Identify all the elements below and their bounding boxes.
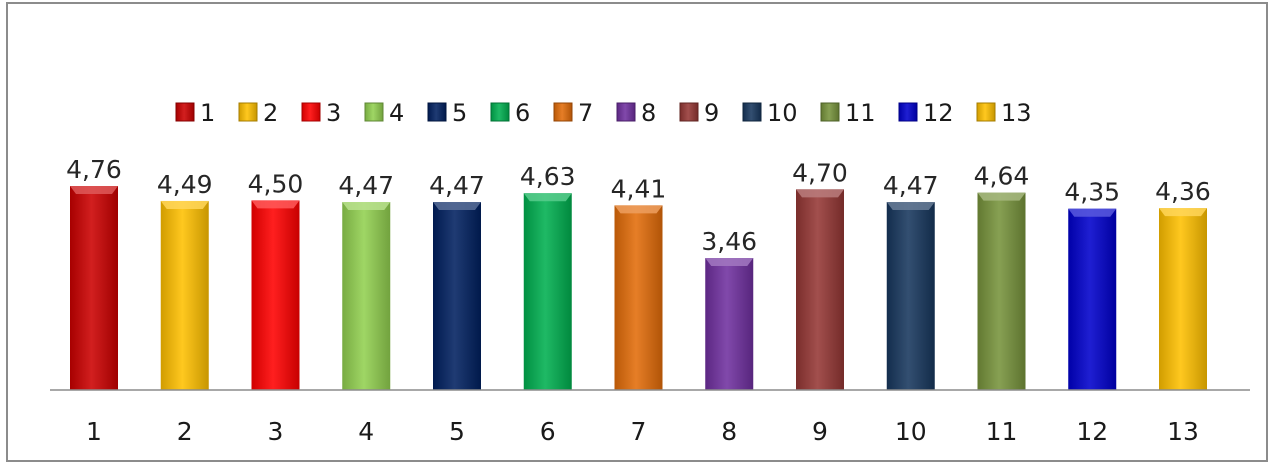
legend-swatch bbox=[553, 102, 573, 122]
legend-swatch bbox=[238, 102, 258, 122]
legend-label: 9 bbox=[704, 99, 719, 127]
bar-top-bevel bbox=[251, 200, 300, 209]
bar bbox=[251, 200, 300, 390]
legend-swatch bbox=[679, 102, 699, 122]
bar bbox=[160, 200, 209, 390]
legend-label: 3 bbox=[326, 99, 341, 127]
bar bbox=[796, 189, 844, 390]
bar-top-bevel bbox=[614, 205, 663, 214]
legend-label: 5 bbox=[452, 99, 467, 127]
legend-label: 6 bbox=[515, 99, 530, 127]
legend-swatch bbox=[616, 102, 636, 122]
bar-top-bevel bbox=[523, 193, 572, 202]
data-label: 4,70 bbox=[792, 158, 848, 187]
legend-swatch bbox=[490, 102, 510, 122]
bar bbox=[433, 202, 481, 390]
legend-label: 11 bbox=[845, 99, 876, 127]
legend-item: 11 bbox=[820, 99, 876, 127]
data-label: 4,50 bbox=[248, 169, 304, 198]
legend-label: 12 bbox=[923, 99, 954, 127]
legend-swatch bbox=[898, 102, 918, 122]
x-tick-label: 7 bbox=[631, 417, 647, 446]
legend-item: 5 bbox=[427, 99, 467, 127]
legend-item: 2 bbox=[238, 99, 278, 127]
data-label: 4,41 bbox=[611, 174, 667, 203]
legend-label: 1 bbox=[200, 99, 215, 127]
legend-item: 6 bbox=[490, 99, 530, 127]
legend-item: 7 bbox=[553, 99, 593, 127]
legend-item: 3 bbox=[301, 99, 341, 127]
legend-swatch bbox=[301, 102, 321, 122]
bar-top-bevel bbox=[70, 186, 118, 194]
data-label: 4,36 bbox=[1155, 177, 1211, 206]
legend-label: 13 bbox=[1001, 99, 1032, 127]
data-label: 4,64 bbox=[974, 162, 1030, 191]
legend-swatch bbox=[742, 102, 762, 122]
x-tick-label: 4 bbox=[358, 417, 374, 446]
legend-label: 2 bbox=[263, 99, 278, 127]
bar bbox=[1159, 208, 1207, 390]
legend-item: 9 bbox=[679, 99, 719, 127]
data-label: 4,47 bbox=[429, 171, 485, 200]
x-tick-label: 10 bbox=[895, 417, 927, 446]
bar-top-bevel bbox=[886, 202, 935, 211]
legend-swatch bbox=[427, 102, 447, 122]
legend-label: 4 bbox=[389, 99, 404, 127]
x-tick-label: 8 bbox=[721, 417, 737, 446]
legend-label: 8 bbox=[641, 99, 656, 127]
legend-item: 8 bbox=[616, 99, 656, 127]
bar-top-bevel bbox=[433, 202, 481, 211]
bar bbox=[70, 186, 118, 390]
bar-top-bevel bbox=[342, 202, 391, 211]
data-label: 4,63 bbox=[520, 162, 576, 191]
legend-label: 7 bbox=[578, 99, 593, 127]
x-tick-label: 1 bbox=[86, 417, 102, 446]
bars bbox=[70, 186, 1207, 390]
data-label: 4,35 bbox=[1064, 178, 1120, 207]
data-label: 3,46 bbox=[701, 227, 757, 256]
legend-item: 12 bbox=[898, 99, 954, 127]
x-tick-label: 11 bbox=[986, 417, 1018, 446]
x-tick-label: 6 bbox=[540, 417, 556, 446]
legend-item: 10 bbox=[742, 99, 798, 127]
legend-item: 1 bbox=[175, 99, 215, 127]
bar-top-bevel bbox=[705, 258, 754, 266]
x-tick-label: 13 bbox=[1167, 417, 1199, 446]
x-tick-label: 12 bbox=[1076, 417, 1108, 446]
bar-top-bevel bbox=[1159, 208, 1207, 217]
bar-top-bevel bbox=[796, 189, 844, 198]
legend-item: 4 bbox=[364, 99, 404, 127]
data-labels: 4,76 4,49 4,50 4,47 4,47 4,63 4,41 3,46 4,70 4,47… bbox=[66, 155, 1211, 256]
legend-swatch bbox=[364, 102, 384, 122]
x-axis-tick-labels: 1 2 3 4 5 6 7 8 9 10 11 12 13 bbox=[86, 417, 1199, 446]
legend: 1 2 3 4 5 6 7 8 9 10 11 12 13 bbox=[175, 99, 1032, 127]
bar bbox=[342, 202, 391, 390]
x-tick-label: 9 bbox=[812, 417, 828, 446]
x-tick-label: 3 bbox=[268, 417, 284, 446]
data-label: 4,49 bbox=[157, 170, 213, 199]
bar bbox=[523, 193, 572, 390]
legend-label: 10 bbox=[767, 99, 798, 127]
x-tick-label: 2 bbox=[177, 417, 193, 446]
legend-swatch bbox=[976, 102, 996, 122]
legend-swatch bbox=[175, 102, 195, 122]
bar bbox=[705, 258, 754, 390]
x-tick-label: 5 bbox=[449, 417, 465, 446]
bar bbox=[1068, 208, 1117, 390]
bar bbox=[886, 202, 935, 390]
bar-top-bevel bbox=[977, 192, 1026, 201]
bar bbox=[614, 205, 663, 390]
data-label: 4,76 bbox=[66, 155, 122, 184]
legend-item: 13 bbox=[976, 99, 1032, 127]
bar-top-bevel bbox=[160, 200, 209, 209]
data-label: 4,47 bbox=[883, 171, 939, 200]
data-label: 4,47 bbox=[338, 171, 394, 200]
bar bbox=[977, 192, 1026, 390]
legend-swatch bbox=[820, 102, 840, 122]
bar-top-bevel bbox=[1068, 208, 1117, 217]
